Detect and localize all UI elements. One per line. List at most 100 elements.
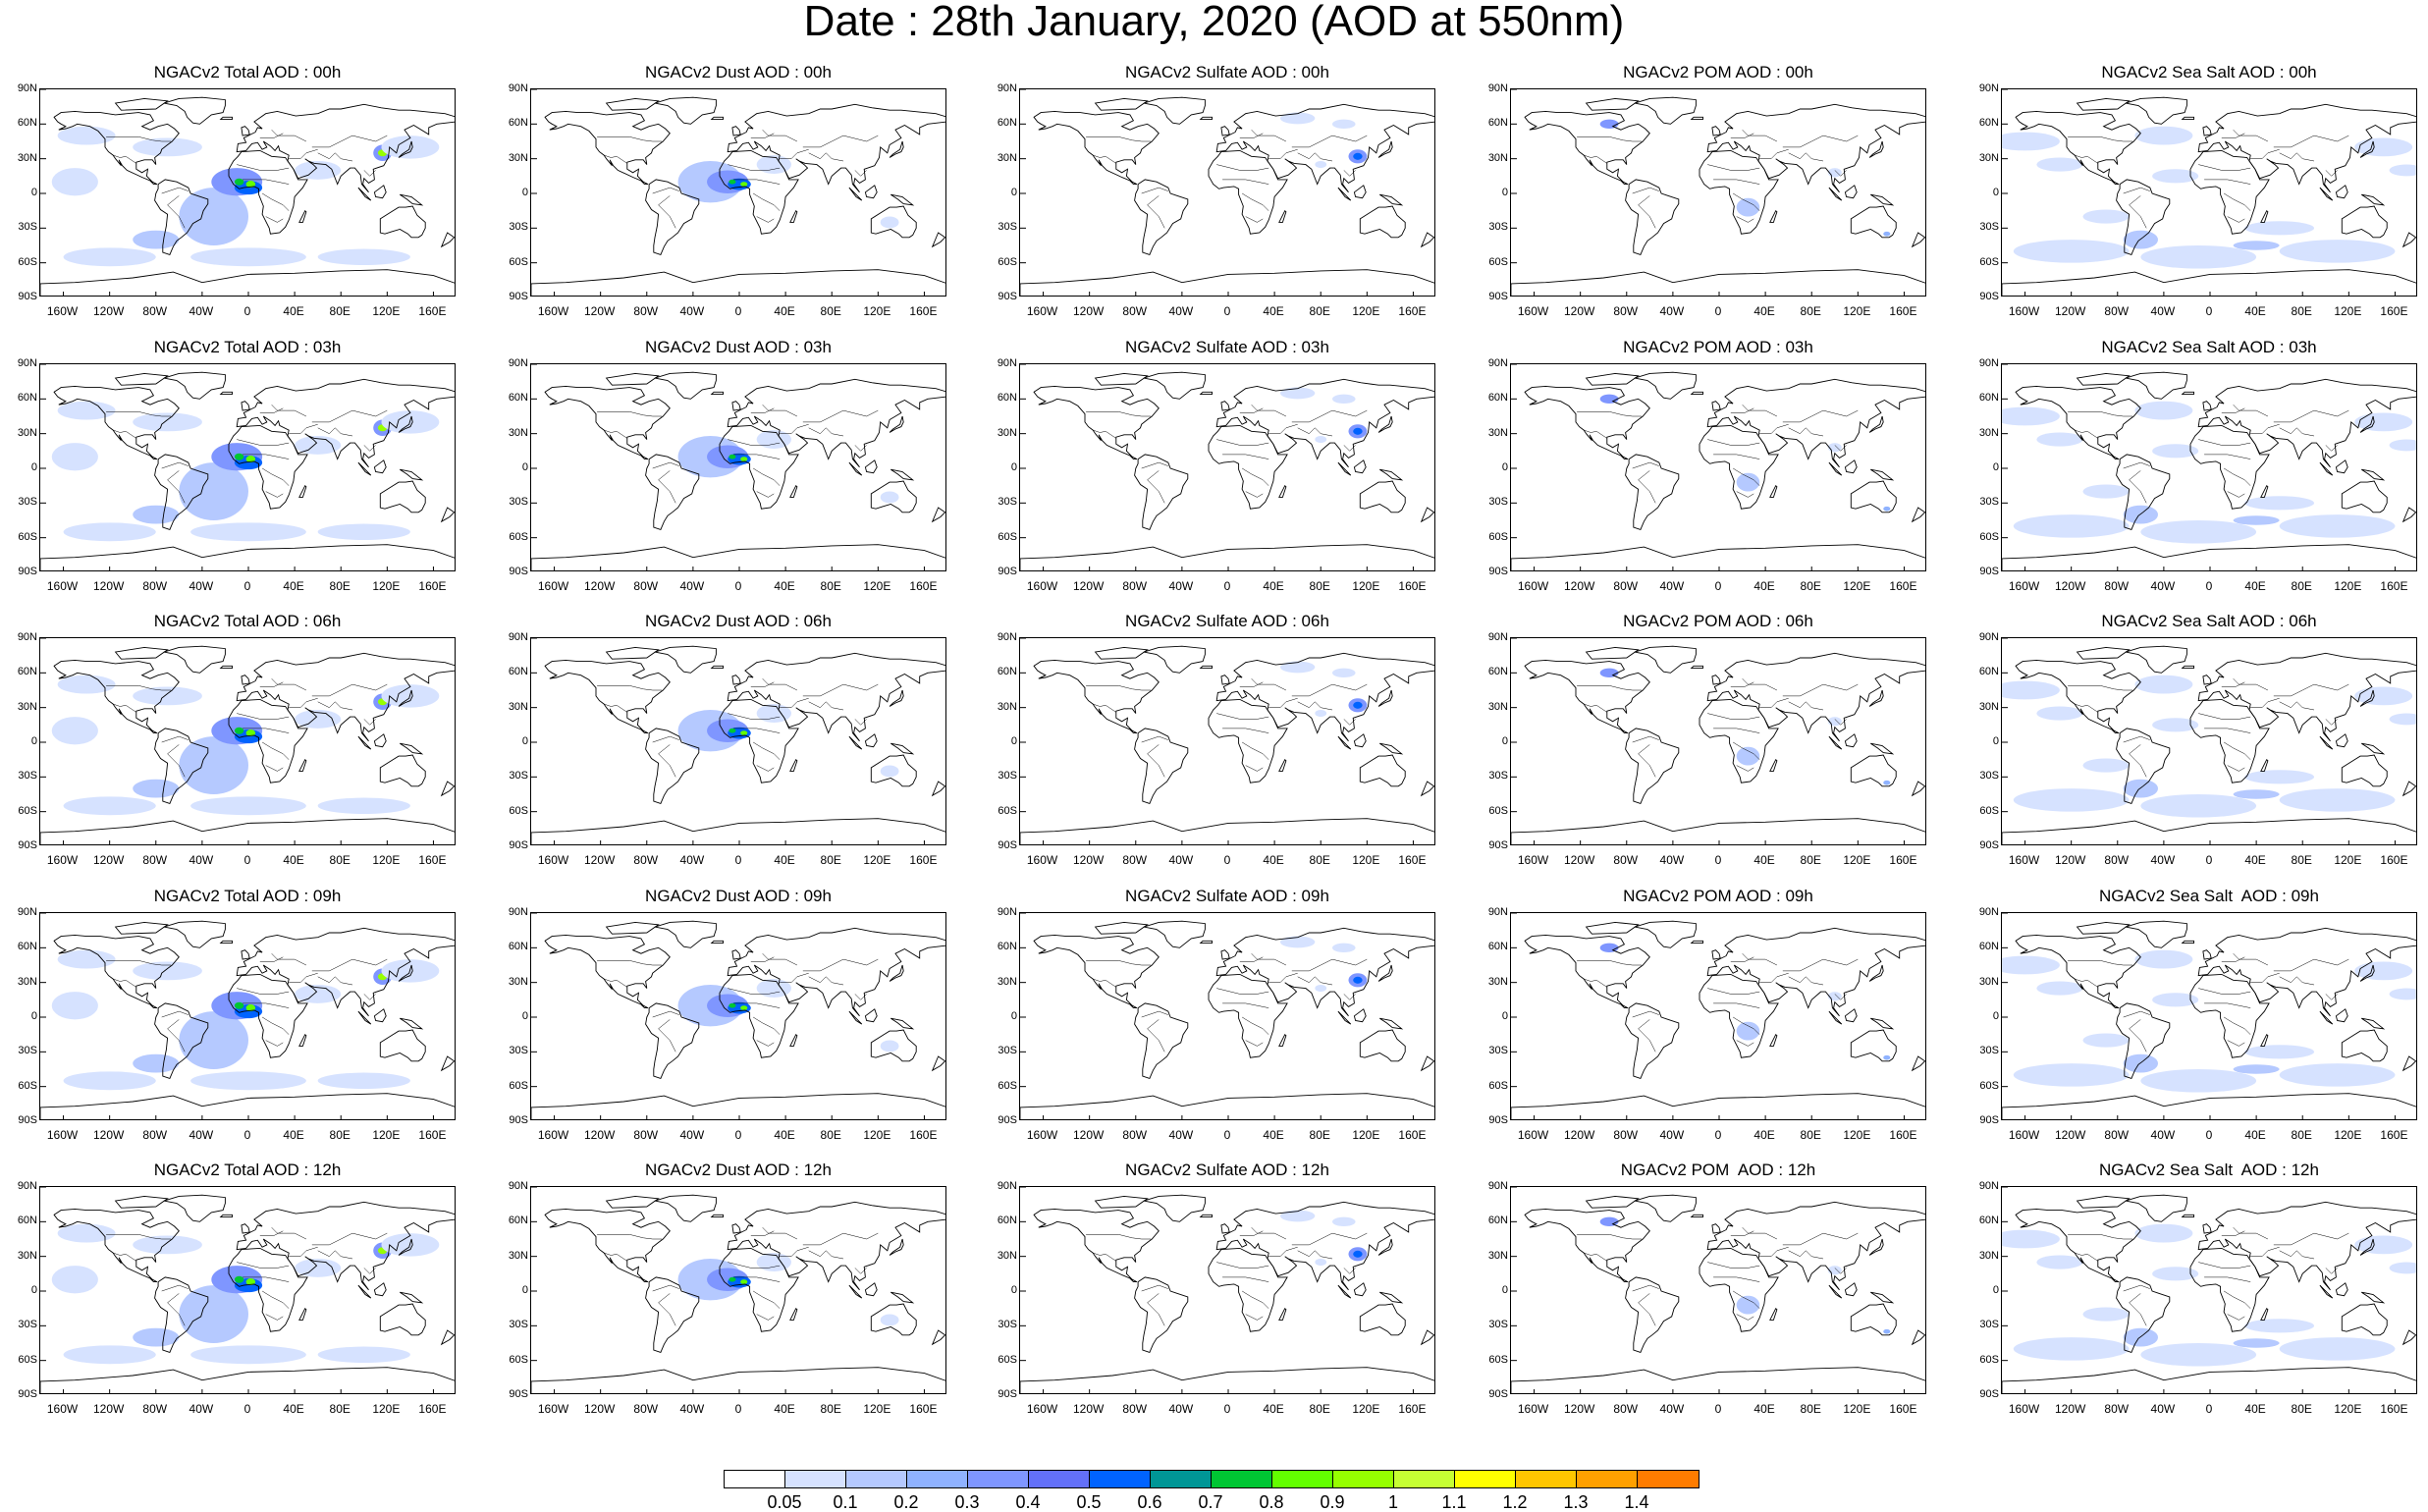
country-border (2279, 701, 2315, 711)
lon-tick-label: 0 (1223, 579, 1231, 593)
colorbar-label: 0.7 (1198, 1492, 1223, 1512)
aod-shading (1353, 1250, 1363, 1258)
lon-tick-label: 120W (1563, 579, 1595, 593)
aod-shading (2354, 412, 2413, 432)
coastline-eurasia (727, 652, 945, 742)
country-border (2068, 136, 2133, 142)
country-border (756, 1040, 775, 1047)
coastline-iceland (710, 116, 724, 121)
colorbar-label: 0.9 (1320, 1492, 1345, 1512)
lon-tick-label: 160W (1026, 579, 1058, 593)
country-border (762, 953, 798, 966)
coastline-uk (1711, 1223, 1721, 1234)
lat-tick-label: 60N (508, 666, 528, 678)
lon-tick-label: 160W (2008, 1128, 2040, 1142)
coastline-madagascar (2260, 484, 2269, 498)
lat-tick-label: 30S (509, 1319, 528, 1331)
aod-shading (51, 717, 98, 745)
aod-shading (880, 1040, 899, 1053)
map-frame (39, 637, 456, 845)
country-border (1759, 148, 1789, 159)
aod-shading (740, 1279, 748, 1284)
lat-tick-label: 60S (1488, 530, 1508, 543)
lon-tick-label: 80W (1122, 304, 1148, 318)
aod-shading (2082, 758, 2130, 773)
country-border (1147, 1293, 1165, 1326)
map-panel: NGACv2 POM AOD : 09h 90N 60N 30N 0 30S 60S 90S 1… (1471, 887, 1962, 1152)
lon-tick-label: 80E (329, 853, 351, 867)
country-border (2233, 678, 2269, 691)
lon-tick-label: 40E (2244, 304, 2266, 318)
coastline-africa (2189, 1247, 2270, 1332)
world-map (1020, 913, 1434, 1119)
lat-tick-label: 30N (1978, 700, 1999, 713)
aod-shading (1332, 943, 1356, 953)
aod-shading (234, 1275, 244, 1283)
lon-tick-label: 160E (909, 853, 938, 867)
lat-tick-label: 0 (30, 1010, 37, 1022)
country-border (1632, 735, 1659, 743)
lon-tick-label: 120W (2054, 304, 2086, 318)
coastline-madagascar (1769, 758, 1778, 772)
lon-tick-label: 80E (2291, 1402, 2312, 1416)
country-border (1291, 683, 1368, 697)
lat-tick-label: 0 (1992, 735, 1999, 747)
country-border (1742, 130, 1778, 142)
lon-tick-label: 120W (1563, 304, 1595, 318)
lon-tick-label: 120E (863, 1402, 891, 1416)
lat-tick-label: 90N (508, 906, 528, 918)
lon-tick-label: 0 (1714, 1402, 1722, 1416)
world-map (40, 638, 455, 844)
coastline-indonesia-borneo (1353, 1008, 1367, 1023)
lon-tick-label: 0 (1223, 1402, 1231, 1416)
coastline-uk (241, 949, 250, 960)
coastline-antarctica (1511, 544, 1925, 570)
coastline-new-zealand (931, 1055, 945, 1072)
lat-tick-label: 30N (1487, 975, 1508, 988)
coastline-arctic-islands (2076, 372, 2131, 386)
country-border (652, 461, 679, 469)
lon-tick-label: 120E (372, 1402, 401, 1416)
coastline-north-america (2015, 934, 2141, 1009)
lon-tick-label: 40W (1659, 1128, 1685, 1142)
lon-tick-label: 120W (1072, 304, 1105, 318)
coastline-antarctica (531, 269, 945, 296)
country-border (2227, 765, 2245, 772)
lon-tick-label: 40W (1168, 1402, 1194, 1416)
lat-tick-label: 90N (997, 82, 1017, 94)
aod-shading (2036, 1255, 2083, 1269)
aod-shading (880, 491, 899, 504)
coastline-new-zealand (1911, 1329, 1925, 1346)
coastline-madagascar (789, 758, 798, 772)
colorbar-swatch (1638, 1471, 1699, 1487)
coastline-antarctica (40, 818, 455, 844)
coastline-australia (870, 480, 917, 513)
coastline-north-america (53, 110, 180, 186)
lon-tick-label: 40W (679, 304, 705, 318)
aod-shading (63, 796, 156, 816)
lon-tick-label: 0 (1223, 304, 1231, 318)
aod-shading (756, 979, 791, 998)
aod-shading (2389, 713, 2416, 726)
lon-tick-label: 40E (1754, 579, 1775, 593)
colorbar-swatch (725, 1471, 785, 1487)
country-border (237, 164, 290, 171)
lon-tick-label: 120E (863, 853, 891, 867)
aod-shading (756, 1253, 791, 1271)
lon-tick-label: 80E (329, 304, 351, 318)
coastline-north-america (1033, 1208, 1160, 1283)
country-border (1086, 136, 1152, 142)
coastline-indonesia-borneo (1353, 1282, 1367, 1297)
country-border (2233, 130, 2269, 142)
coastline-sumatra (2319, 187, 2334, 201)
aod-shading (2279, 240, 2396, 263)
coastline-antarctica (1020, 544, 1434, 570)
coastline-north-america (1033, 934, 1160, 1009)
coastline-south-america (1134, 728, 1189, 804)
lat-tick-label: 30N (1978, 975, 1999, 988)
lat-tick-label: 90S (509, 1114, 528, 1126)
aod-shading (2389, 439, 2416, 452)
lat-tick-label: 90N (997, 357, 1017, 369)
lon-tick-label: 80E (2291, 304, 2312, 318)
country-border (780, 1246, 809, 1257)
